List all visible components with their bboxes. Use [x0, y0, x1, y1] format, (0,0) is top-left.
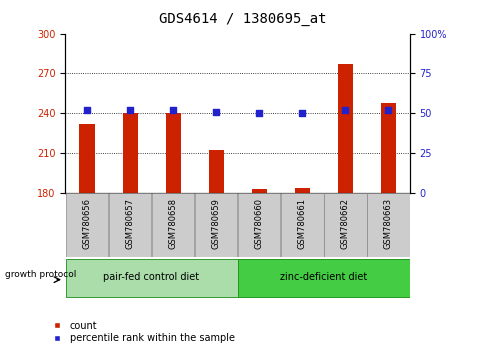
Text: zinc-deficient diet: zinc-deficient diet [280, 272, 366, 282]
Text: GSM780659: GSM780659 [211, 198, 220, 249]
Text: GDS4614 / 1380695_at: GDS4614 / 1380695_at [158, 12, 326, 27]
Point [126, 107, 134, 113]
Point [298, 110, 305, 116]
Bar [165, 113, 180, 193]
Text: GSM780657: GSM780657 [125, 198, 134, 249]
Bar [294, 188, 309, 193]
Bar [208, 150, 223, 193]
Bar [65, 259, 237, 297]
Point [255, 110, 262, 116]
Bar [151, 193, 194, 257]
Point [212, 109, 220, 115]
Bar [337, 64, 352, 193]
Point [341, 107, 348, 113]
Text: GSM780660: GSM780660 [254, 198, 263, 249]
Bar [237, 259, 409, 297]
Bar [108, 193, 151, 257]
Text: growth protocol: growth protocol [5, 270, 76, 279]
Text: GSM780661: GSM780661 [297, 198, 306, 249]
Text: GSM780663: GSM780663 [383, 198, 392, 249]
Bar [79, 124, 94, 193]
Bar [380, 103, 395, 193]
Bar [280, 193, 323, 257]
Point [83, 107, 91, 113]
Bar [65, 193, 108, 257]
Point [384, 107, 392, 113]
Text: pair-fed control diet: pair-fed control diet [103, 272, 199, 282]
Text: GSM780662: GSM780662 [340, 198, 349, 249]
Bar [237, 193, 280, 257]
Bar [366, 193, 409, 257]
Text: GSM780656: GSM780656 [82, 198, 91, 249]
Point [169, 107, 177, 113]
Text: GSM780658: GSM780658 [168, 198, 177, 249]
Bar [195, 193, 237, 257]
Legend: count, percentile rank within the sample: count, percentile rank within the sample [44, 317, 238, 347]
Bar [122, 113, 137, 193]
Bar [323, 193, 366, 257]
Bar [251, 189, 266, 193]
